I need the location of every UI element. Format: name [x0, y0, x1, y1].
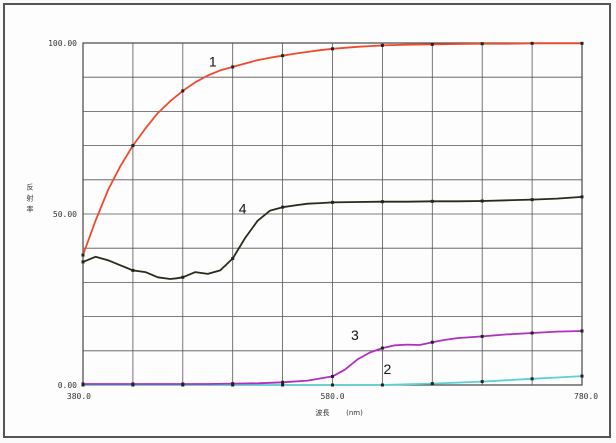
series-3-point — [81, 382, 85, 386]
curve-label-1: 1 — [209, 53, 217, 69]
x-axis-unit: (nm) — [346, 409, 363, 417]
series-4-point — [580, 195, 584, 199]
series-4-point — [181, 275, 185, 279]
series-2-point — [281, 383, 285, 387]
curve-label-2: 2 — [383, 361, 391, 377]
series-1-point — [331, 47, 334, 51]
tick-labels: 100.00 50.00 0.00 380.0 580.0 780.0 — [48, 39, 598, 401]
x-tick-label: 580.0 — [320, 392, 344, 401]
series-3-point — [231, 382, 235, 386]
series-1-point — [281, 54, 285, 58]
series-3-point — [380, 346, 384, 350]
series-3-point — [331, 374, 334, 378]
series-2-point — [530, 377, 534, 381]
series-4-point — [131, 268, 135, 272]
curve-label-3: 3 — [351, 327, 359, 343]
series-1-point — [181, 89, 185, 93]
curve-labels: 1 2 3 4 — [209, 53, 392, 377]
series-1-point — [231, 65, 235, 69]
series-4-point — [281, 205, 285, 209]
series-2-point — [480, 380, 484, 384]
series-3-point — [131, 382, 135, 386]
series-3-point — [580, 329, 584, 333]
series-3-point — [281, 380, 285, 384]
series-1-point — [430, 42, 434, 46]
series-3-point — [480, 334, 484, 338]
series-2-point — [331, 383, 334, 387]
series-3-line — [83, 330, 583, 385]
series-1-point — [81, 253, 85, 257]
series-3-point — [530, 331, 534, 335]
x-tick-label: 780.0 — [574, 392, 598, 401]
series-4-point — [480, 199, 484, 203]
series-4-point — [331, 200, 334, 204]
series-4-point — [380, 200, 384, 204]
series-1-point — [480, 42, 484, 46]
series-1-point — [380, 43, 384, 47]
x-tick-label: 380.0 — [67, 392, 91, 401]
curve-label-4: 4 — [239, 200, 247, 216]
series-2-point — [580, 374, 584, 378]
series-1-point — [530, 41, 534, 45]
axis-labels: 波長 (nm) 反射率 — [26, 183, 363, 417]
y-tick-label: 0.00 — [58, 381, 77, 390]
y-axis-label: 反射率 — [26, 183, 34, 217]
series-3-point — [181, 382, 185, 386]
series-4-line — [82, 196, 583, 280]
series-1-point — [131, 144, 135, 148]
series-1-point — [580, 41, 584, 45]
series-4-point — [430, 199, 434, 203]
series-2-point — [380, 383, 384, 387]
series-3-point — [430, 340, 434, 344]
chart-frame — [3, 3, 611, 438]
x-axis-label: 波長 — [316, 408, 330, 417]
series-2-point — [430, 382, 434, 386]
series-4-point — [81, 260, 85, 264]
markers — [81, 41, 584, 387]
y-tick-label: 50.00 — [53, 210, 77, 219]
y-tick-label: 100.00 — [48, 39, 77, 48]
series-4-point — [530, 198, 534, 202]
series-4-point — [231, 256, 235, 260]
